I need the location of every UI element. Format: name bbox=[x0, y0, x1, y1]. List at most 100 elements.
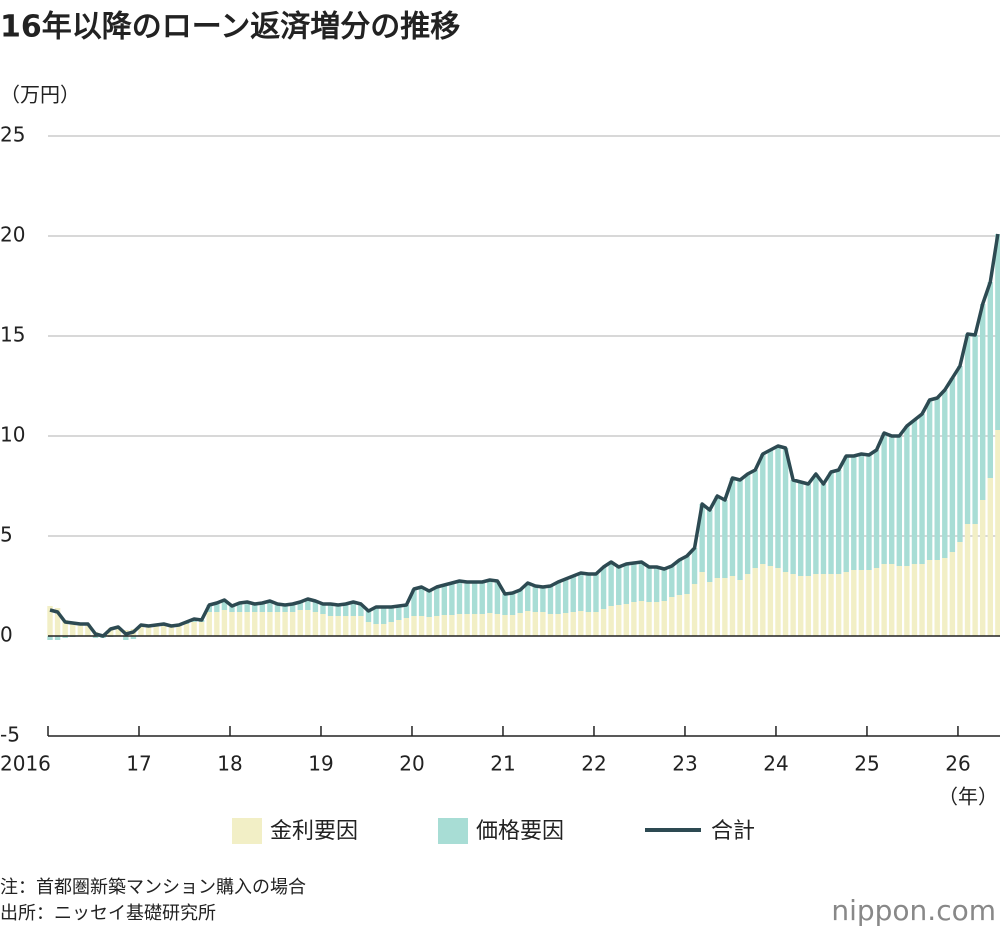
bar-segment bbox=[858, 570, 865, 636]
bar-segment bbox=[434, 587, 440, 616]
x-tick-label: 23 bbox=[672, 752, 697, 776]
bar-segment bbox=[145, 626, 152, 636]
bar-segment bbox=[214, 612, 220, 636]
bar-segment bbox=[934, 560, 940, 636]
bar-segment bbox=[972, 335, 978, 524]
bar-segment bbox=[274, 612, 281, 636]
bar-segment bbox=[638, 562, 645, 601]
bar-segment bbox=[411, 589, 417, 616]
bar-segment bbox=[449, 583, 455, 615]
bar-segment bbox=[707, 582, 713, 636]
bar-segment bbox=[775, 568, 781, 636]
x-tick-label: 18 bbox=[217, 752, 242, 776]
bar-segment bbox=[570, 612, 576, 636]
bar-segment bbox=[653, 602, 660, 636]
bar-segment bbox=[70, 622, 76, 636]
bar-segment bbox=[919, 414, 925, 564]
bar-segment bbox=[388, 607, 394, 622]
bar-segment bbox=[47, 636, 53, 640]
bar-segment bbox=[729, 478, 736, 576]
bar-segment bbox=[653, 567, 660, 602]
bar-segment bbox=[835, 470, 842, 574]
bar-segment bbox=[949, 552, 956, 636]
bar-segment bbox=[911, 564, 918, 636]
bar-segment bbox=[236, 612, 243, 636]
bar-segment bbox=[176, 626, 182, 636]
bar-segment bbox=[904, 566, 910, 636]
bar-segment bbox=[881, 564, 887, 636]
bar-segment bbox=[343, 604, 349, 616]
bar-segment bbox=[464, 614, 470, 636]
bar-segment bbox=[365, 622, 372, 636]
bar-segment bbox=[926, 560, 933, 636]
bar-segment bbox=[964, 524, 971, 636]
bar-segment bbox=[744, 574, 751, 636]
bar-segment bbox=[767, 566, 774, 636]
bar-segment bbox=[274, 604, 281, 612]
bar-segment bbox=[47, 606, 53, 636]
bar-segment bbox=[782, 448, 789, 572]
bar-segment bbox=[456, 614, 463, 636]
bar-segment bbox=[494, 581, 501, 614]
bar-segment bbox=[297, 602, 303, 610]
bar-segment bbox=[980, 304, 986, 500]
x-tick-label: 17 bbox=[126, 752, 151, 776]
bar-segment bbox=[547, 614, 554, 636]
bar-segment bbox=[525, 611, 531, 636]
bar-segment bbox=[820, 484, 827, 574]
bar-segment bbox=[805, 576, 811, 636]
y-tick-label: 20 bbox=[0, 223, 25, 247]
bar-segment bbox=[494, 614, 501, 636]
bar-segment bbox=[835, 574, 842, 636]
bar-segment bbox=[942, 558, 948, 636]
bar-segment bbox=[752, 568, 758, 636]
bar-segment bbox=[396, 620, 402, 636]
bar-segment bbox=[373, 624, 379, 636]
bar-segment bbox=[312, 601, 319, 612]
bar-segment bbox=[418, 587, 425, 616]
bar-segment bbox=[616, 567, 622, 605]
x-tick-label: 20 bbox=[399, 752, 424, 776]
bar-segment bbox=[631, 563, 637, 602]
bar-segment bbox=[798, 576, 804, 636]
bar-segment bbox=[616, 605, 622, 636]
bar-segment bbox=[873, 568, 880, 636]
bar-segment bbox=[578, 573, 584, 611]
legend-label: 金利要因 bbox=[270, 819, 358, 844]
source: 出所：ニッセイ基礎研究所 bbox=[0, 903, 216, 924]
y-tick-label: 10 bbox=[0, 423, 25, 447]
bar-segment bbox=[183, 624, 190, 636]
bar-segment bbox=[130, 636, 137, 639]
bar-segment bbox=[449, 615, 455, 636]
bar-segment bbox=[896, 436, 902, 566]
bar-segment bbox=[714, 578, 721, 636]
y-tick-label: 5 bbox=[0, 523, 13, 547]
bar-segment bbox=[911, 420, 918, 564]
bar-segment bbox=[813, 574, 819, 636]
bar-segment bbox=[471, 614, 478, 636]
bar-segment bbox=[547, 586, 554, 614]
bar-segment bbox=[123, 636, 129, 640]
bar-segment bbox=[244, 602, 250, 612]
bar-segment bbox=[790, 574, 796, 636]
bar-segment bbox=[843, 456, 849, 572]
bar-segment bbox=[214, 603, 220, 612]
bar-segment bbox=[267, 612, 273, 636]
bar-segment bbox=[335, 605, 341, 616]
bar-segment bbox=[479, 582, 485, 614]
bar-segment bbox=[676, 595, 683, 636]
bar-segment bbox=[858, 454, 865, 570]
bar-segment bbox=[456, 581, 463, 614]
bar-segment bbox=[964, 334, 971, 524]
bar-segment bbox=[320, 604, 326, 614]
bar-segment bbox=[358, 604, 364, 616]
bar-segment bbox=[487, 613, 493, 636]
bar-segment bbox=[646, 602, 652, 636]
bar-segment bbox=[661, 601, 667, 636]
bar-segment bbox=[957, 366, 963, 542]
bar-segment bbox=[403, 605, 410, 618]
bar-segment bbox=[919, 564, 925, 636]
bar-segment bbox=[221, 610, 228, 636]
bar-segment bbox=[934, 398, 940, 560]
